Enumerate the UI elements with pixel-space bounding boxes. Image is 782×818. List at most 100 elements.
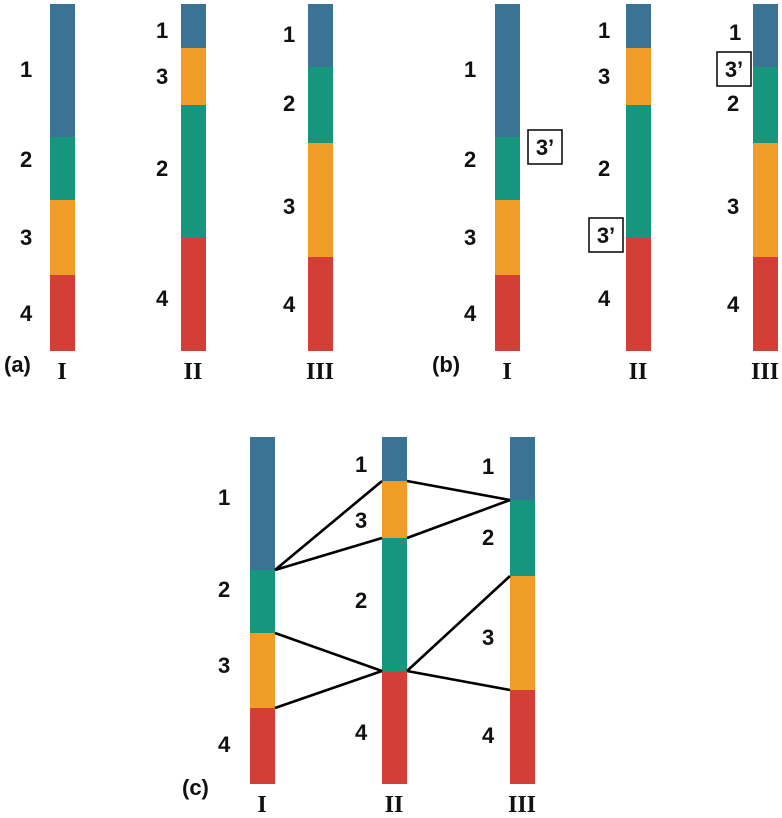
- segment-label: 2: [464, 147, 476, 172]
- chromosome-label-II: II: [184, 359, 203, 385]
- chromosome-label-III: III: [306, 359, 334, 385]
- panel-b-bar-I: 1 2 3 4 I 3’: [464, 4, 563, 385]
- segment-4: [753, 257, 778, 351]
- segment-3: [495, 200, 520, 275]
- panel-a-bar-I: 1 2 3 4 I: [20, 4, 75, 385]
- segment-2: [510, 500, 535, 576]
- segment-4: [495, 275, 520, 351]
- link-line: [274, 669, 383, 710]
- panel-a-bar-III: 1 2 3 4 III: [283, 4, 334, 385]
- segment-label: 1: [218, 485, 230, 510]
- segment-label: 1: [355, 452, 367, 477]
- segment-3: [50, 200, 75, 275]
- panel-c-bar-I: 1 2 3 4 I: [218, 437, 275, 818]
- segment-1: [510, 437, 535, 500]
- segment-label: 3: [355, 508, 367, 533]
- link-line: [406, 498, 511, 540]
- segment-2: [382, 538, 407, 671]
- segment-label: 4: [20, 301, 33, 326]
- segment-label: 2: [156, 156, 168, 181]
- segment-1: [50, 4, 75, 137]
- segment-label: 3: [218, 653, 230, 678]
- panel-b: 1 2 3 4 I 3’ 1 3 2 4 II 3’ 1: [432, 4, 779, 385]
- segment-2: [181, 105, 206, 238]
- panel-c-bar-III: 1 2 3 4 III: [482, 437, 536, 818]
- segment-1: [495, 4, 520, 137]
- segment-label: 4: [283, 292, 296, 317]
- chromosome-label-III: III: [508, 792, 536, 818]
- synteny-links: [274, 479, 511, 710]
- segment-label: 2: [283, 91, 295, 116]
- insertion-label: 3’: [597, 223, 615, 248]
- segment-1: [308, 4, 333, 67]
- segment-label: 4: [464, 301, 477, 326]
- segment-label: 2: [20, 147, 32, 172]
- insertion-box: [588, 217, 624, 253]
- segment-label: 2: [355, 588, 367, 613]
- segment-label: 4: [218, 732, 231, 757]
- segment-1: [250, 437, 275, 570]
- segment-label: 1: [598, 18, 610, 43]
- segment-label: 2: [598, 156, 610, 181]
- segment-3: [382, 481, 407, 538]
- segment-label: 4: [598, 286, 611, 311]
- panel-label-c: (c): [182, 775, 209, 800]
- panel-c-bar-II: 1 3 2 4 II: [355, 437, 407, 818]
- segment-label: 1: [464, 57, 476, 82]
- segment-1: [753, 4, 778, 67]
- segment-3: [308, 143, 333, 257]
- chromosome-label-III: III: [751, 359, 779, 385]
- segment-label: 2: [218, 577, 230, 602]
- segment-3: [753, 143, 778, 257]
- link-line: [406, 479, 511, 502]
- chromosome-label-I: I: [502, 359, 511, 385]
- segment-label: 2: [482, 525, 494, 550]
- segment-1: [626, 4, 651, 48]
- insertion-label: 3’: [536, 135, 554, 160]
- segment-label: 4: [482, 723, 495, 748]
- segment-label: 3: [598, 64, 610, 89]
- segment-label: 1: [482, 454, 494, 479]
- segment-1: [181, 4, 206, 48]
- panel-label-b: (b): [432, 352, 460, 377]
- chromosome-label-II: II: [385, 792, 404, 818]
- segment-label: 4: [355, 720, 368, 745]
- segment-label: 1: [729, 20, 741, 45]
- segment-2: [250, 570, 275, 633]
- segment-1: [382, 437, 407, 481]
- segment-label: 1: [283, 22, 295, 47]
- segment-label: 3: [283, 194, 295, 219]
- segment-label: 1: [20, 57, 32, 82]
- segment-label: 1: [156, 18, 168, 43]
- link-line: [406, 575, 511, 672]
- panel-a: 1 2 3 4 I 1 3 2 4 II 1 2 3 4 I: [4, 4, 334, 385]
- insertion-box: [527, 129, 563, 165]
- panel-c: 1 2 3 4 I 1 3 2 4 II 1 2 3 4 I: [182, 437, 536, 818]
- segment-label: 3: [482, 625, 494, 650]
- segment-2: [626, 105, 651, 238]
- panel-b-bar-III: 1 2 3 4 III 3’: [716, 4, 779, 385]
- segment-label: 3: [20, 225, 32, 250]
- segment-label: 4: [727, 292, 740, 317]
- link-line: [406, 669, 511, 692]
- segment-2: [50, 137, 75, 200]
- chromosome-label-I: I: [257, 792, 266, 818]
- segment-label: 4: [156, 286, 169, 311]
- segment-label: 3: [156, 64, 168, 89]
- segment-3: [510, 576, 535, 690]
- segment-3: [250, 633, 275, 708]
- segment-2: [308, 67, 333, 143]
- segment-3: [626, 48, 651, 105]
- segment-2: [753, 67, 778, 143]
- segment-4: [382, 671, 407, 784]
- panel-label-a: (a): [4, 352, 31, 377]
- segment-4: [510, 690, 535, 784]
- chromosome-label-II: II: [629, 359, 648, 385]
- link-line: [274, 631, 383, 673]
- segment-2: [495, 137, 520, 200]
- chromosome-label-I: I: [57, 359, 66, 385]
- link-line: [274, 480, 383, 571]
- segment-label: 3: [464, 225, 476, 250]
- segment-4: [626, 238, 651, 351]
